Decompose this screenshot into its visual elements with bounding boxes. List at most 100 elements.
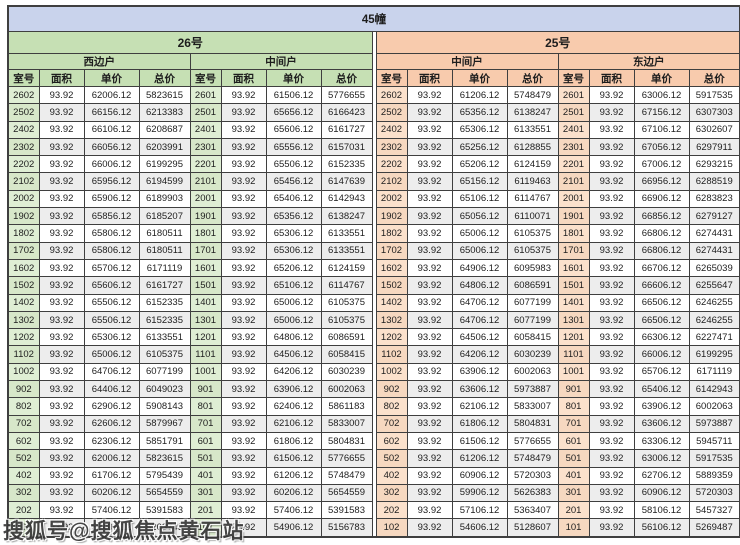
room-cell: 401 — [557, 466, 590, 485]
room-cell: 2402 — [7, 120, 40, 139]
room-cell: 1202 — [375, 328, 408, 347]
area-cell: 93.92 — [220, 328, 267, 347]
total-price-cell: 6124159 — [506, 155, 559, 174]
area-cell: 93.92 — [38, 224, 85, 243]
area-cell: 93.92 — [38, 103, 85, 122]
area-cell: 93.92 — [588, 397, 635, 416]
total-price-cell: 5823615 — [138, 449, 191, 468]
total-price-cell: 6283823 — [688, 189, 740, 209]
table-row: 1102 93.92 65006.12 6105375 1101 93.92 64506.1… — [7, 345, 740, 364]
total-price-cell: 5945711 — [688, 431, 740, 451]
unit-price-cell: 65106.12 — [265, 276, 322, 295]
unit-price-cell: 66706.12 — [633, 258, 690, 278]
unit-header-row: 西边户 中间户 中间户 东边户 — [7, 53, 740, 70]
room-cell: 101 — [189, 518, 222, 538]
area-cell: 93.92 — [406, 137, 453, 157]
area-cell: 93.92 — [38, 328, 85, 347]
unit-price-cell: 63906.12 — [633, 397, 690, 416]
room-cell: 1701 — [557, 241, 590, 260]
room-cell: 501 — [189, 449, 222, 468]
area-cell: 93.92 — [588, 483, 635, 503]
unit-header-east: 东边户 — [557, 53, 740, 70]
unit-header-middle-26: 中间户 — [189, 53, 373, 70]
total-price-cell: 5654559 — [138, 483, 191, 503]
unit-price-cell: 56106.12 — [633, 518, 690, 538]
area-cell: 93.92 — [588, 241, 635, 260]
unit-price-cell: 65306.12 — [265, 224, 322, 243]
total-price-cell: 5391583 — [320, 501, 373, 520]
area-cell: 93.92 — [220, 501, 267, 520]
unit-price-cell: 65406.12 — [265, 189, 322, 209]
unit-price-cell: 63606.12 — [451, 380, 508, 399]
total-price-cell: 5973887 — [688, 414, 740, 433]
unit-price-cell: 60206.12 — [265, 483, 322, 503]
total-price-cell: 5823615 — [138, 85, 191, 105]
area-cell: 93.92 — [588, 224, 635, 243]
total-price-cell: 5917535 — [688, 449, 740, 468]
unit-price-cell: 65006.12 — [265, 310, 322, 330]
room-cell: 602 — [7, 431, 40, 451]
area-cell: 93.92 — [406, 310, 453, 330]
unit-price-cell: 65856.12 — [83, 207, 140, 226]
column-header-row: 室号 面积 单价 总价 室号 面积 单价 总价 室号 面积 单价 总价 室号 面… — [7, 69, 740, 87]
unit-price-cell: 64206.12 — [451, 345, 508, 364]
unit-price-cell: 66056.12 — [83, 137, 140, 157]
area-cell: 93.92 — [406, 466, 453, 485]
area-cell: 93.92 — [588, 328, 635, 347]
area-cell: 93.92 — [588, 137, 635, 157]
area-cell: 93.92 — [38, 345, 85, 364]
area-cell: 93.92 — [406, 431, 453, 451]
table-row: 1402 93.92 65506.12 6152335 1401 93.92 65006.1… — [7, 293, 740, 312]
area-cell: 93.92 — [38, 137, 85, 157]
area-cell: 93.92 — [406, 120, 453, 139]
total-price-cell: 6124159 — [320, 258, 373, 278]
total-price-cell: 5879967 — [138, 414, 191, 433]
room-cell: 2101 — [189, 172, 222, 191]
room-cell: 602 — [375, 431, 408, 451]
total-price-cell: 5626383 — [506, 483, 559, 503]
room-cell: 801 — [557, 397, 590, 416]
unit-price-cell: 65006.12 — [451, 224, 508, 243]
unit-price-cell: 65356.12 — [265, 207, 322, 226]
area-cell: 93.92 — [38, 207, 85, 226]
room-cell: 2302 — [7, 137, 40, 157]
unit-price-cell: 66806.12 — [633, 224, 690, 243]
room-cell: 1002 — [7, 362, 40, 382]
total-price-cell: 6152335 — [320, 155, 373, 174]
room-cell: 701 — [557, 414, 590, 433]
total-price-cell: 6138247 — [320, 207, 373, 226]
area-cell: 93.92 — [406, 103, 453, 122]
unit-price-cell: 64806.12 — [265, 328, 322, 347]
room-cell: 1602 — [7, 258, 40, 278]
room-cell: 1902 — [375, 207, 408, 226]
unit-price-cell: 65806.12 — [83, 241, 140, 260]
table-row: 502 93.92 62006.12 5823615 501 93.92 61506.12 5… — [7, 449, 740, 468]
total-price-cell: 5833007 — [506, 397, 559, 416]
room-cell: 2102 — [375, 172, 408, 191]
unit-price-cell: 65606.12 — [83, 276, 140, 295]
total-price-cell: 6002063 — [320, 380, 373, 399]
area-cell: 93.92 — [220, 137, 267, 157]
unit-price-cell: 64206.12 — [265, 362, 322, 382]
room-cell: 301 — [189, 483, 222, 503]
area-cell: 93.92 — [406, 207, 453, 226]
area-cell: 93.92 — [220, 483, 267, 503]
unit-price-cell: 67056.12 — [633, 137, 690, 157]
room-cell: 1102 — [7, 345, 40, 364]
total-price-cell: 6265039 — [688, 258, 740, 278]
area-cell: 93.92 — [588, 276, 635, 295]
total-price-cell: 6274431 — [688, 224, 740, 243]
unit-price-cell: 64506.12 — [451, 328, 508, 347]
table-row: 2402 93.92 66106.12 6208687 2401 93.92 65606.1… — [7, 120, 740, 139]
room-cell: 1502 — [7, 276, 40, 295]
total-price-cell: 5973887 — [506, 380, 559, 399]
total-price-cell: 6157031 — [320, 137, 373, 157]
room-cell: 1802 — [375, 224, 408, 243]
total-price-cell: 5851791 — [138, 431, 191, 451]
col-header-area: 面积 — [38, 69, 85, 87]
total-price-cell: 6180511 — [138, 241, 191, 260]
area-cell: 93.92 — [588, 501, 635, 520]
total-price-cell: 6203991 — [138, 137, 191, 157]
total-price-cell: 6246255 — [688, 293, 740, 312]
table-row: 2002 93.92 65906.12 6189903 2001 93.92 65406.1… — [7, 189, 740, 209]
